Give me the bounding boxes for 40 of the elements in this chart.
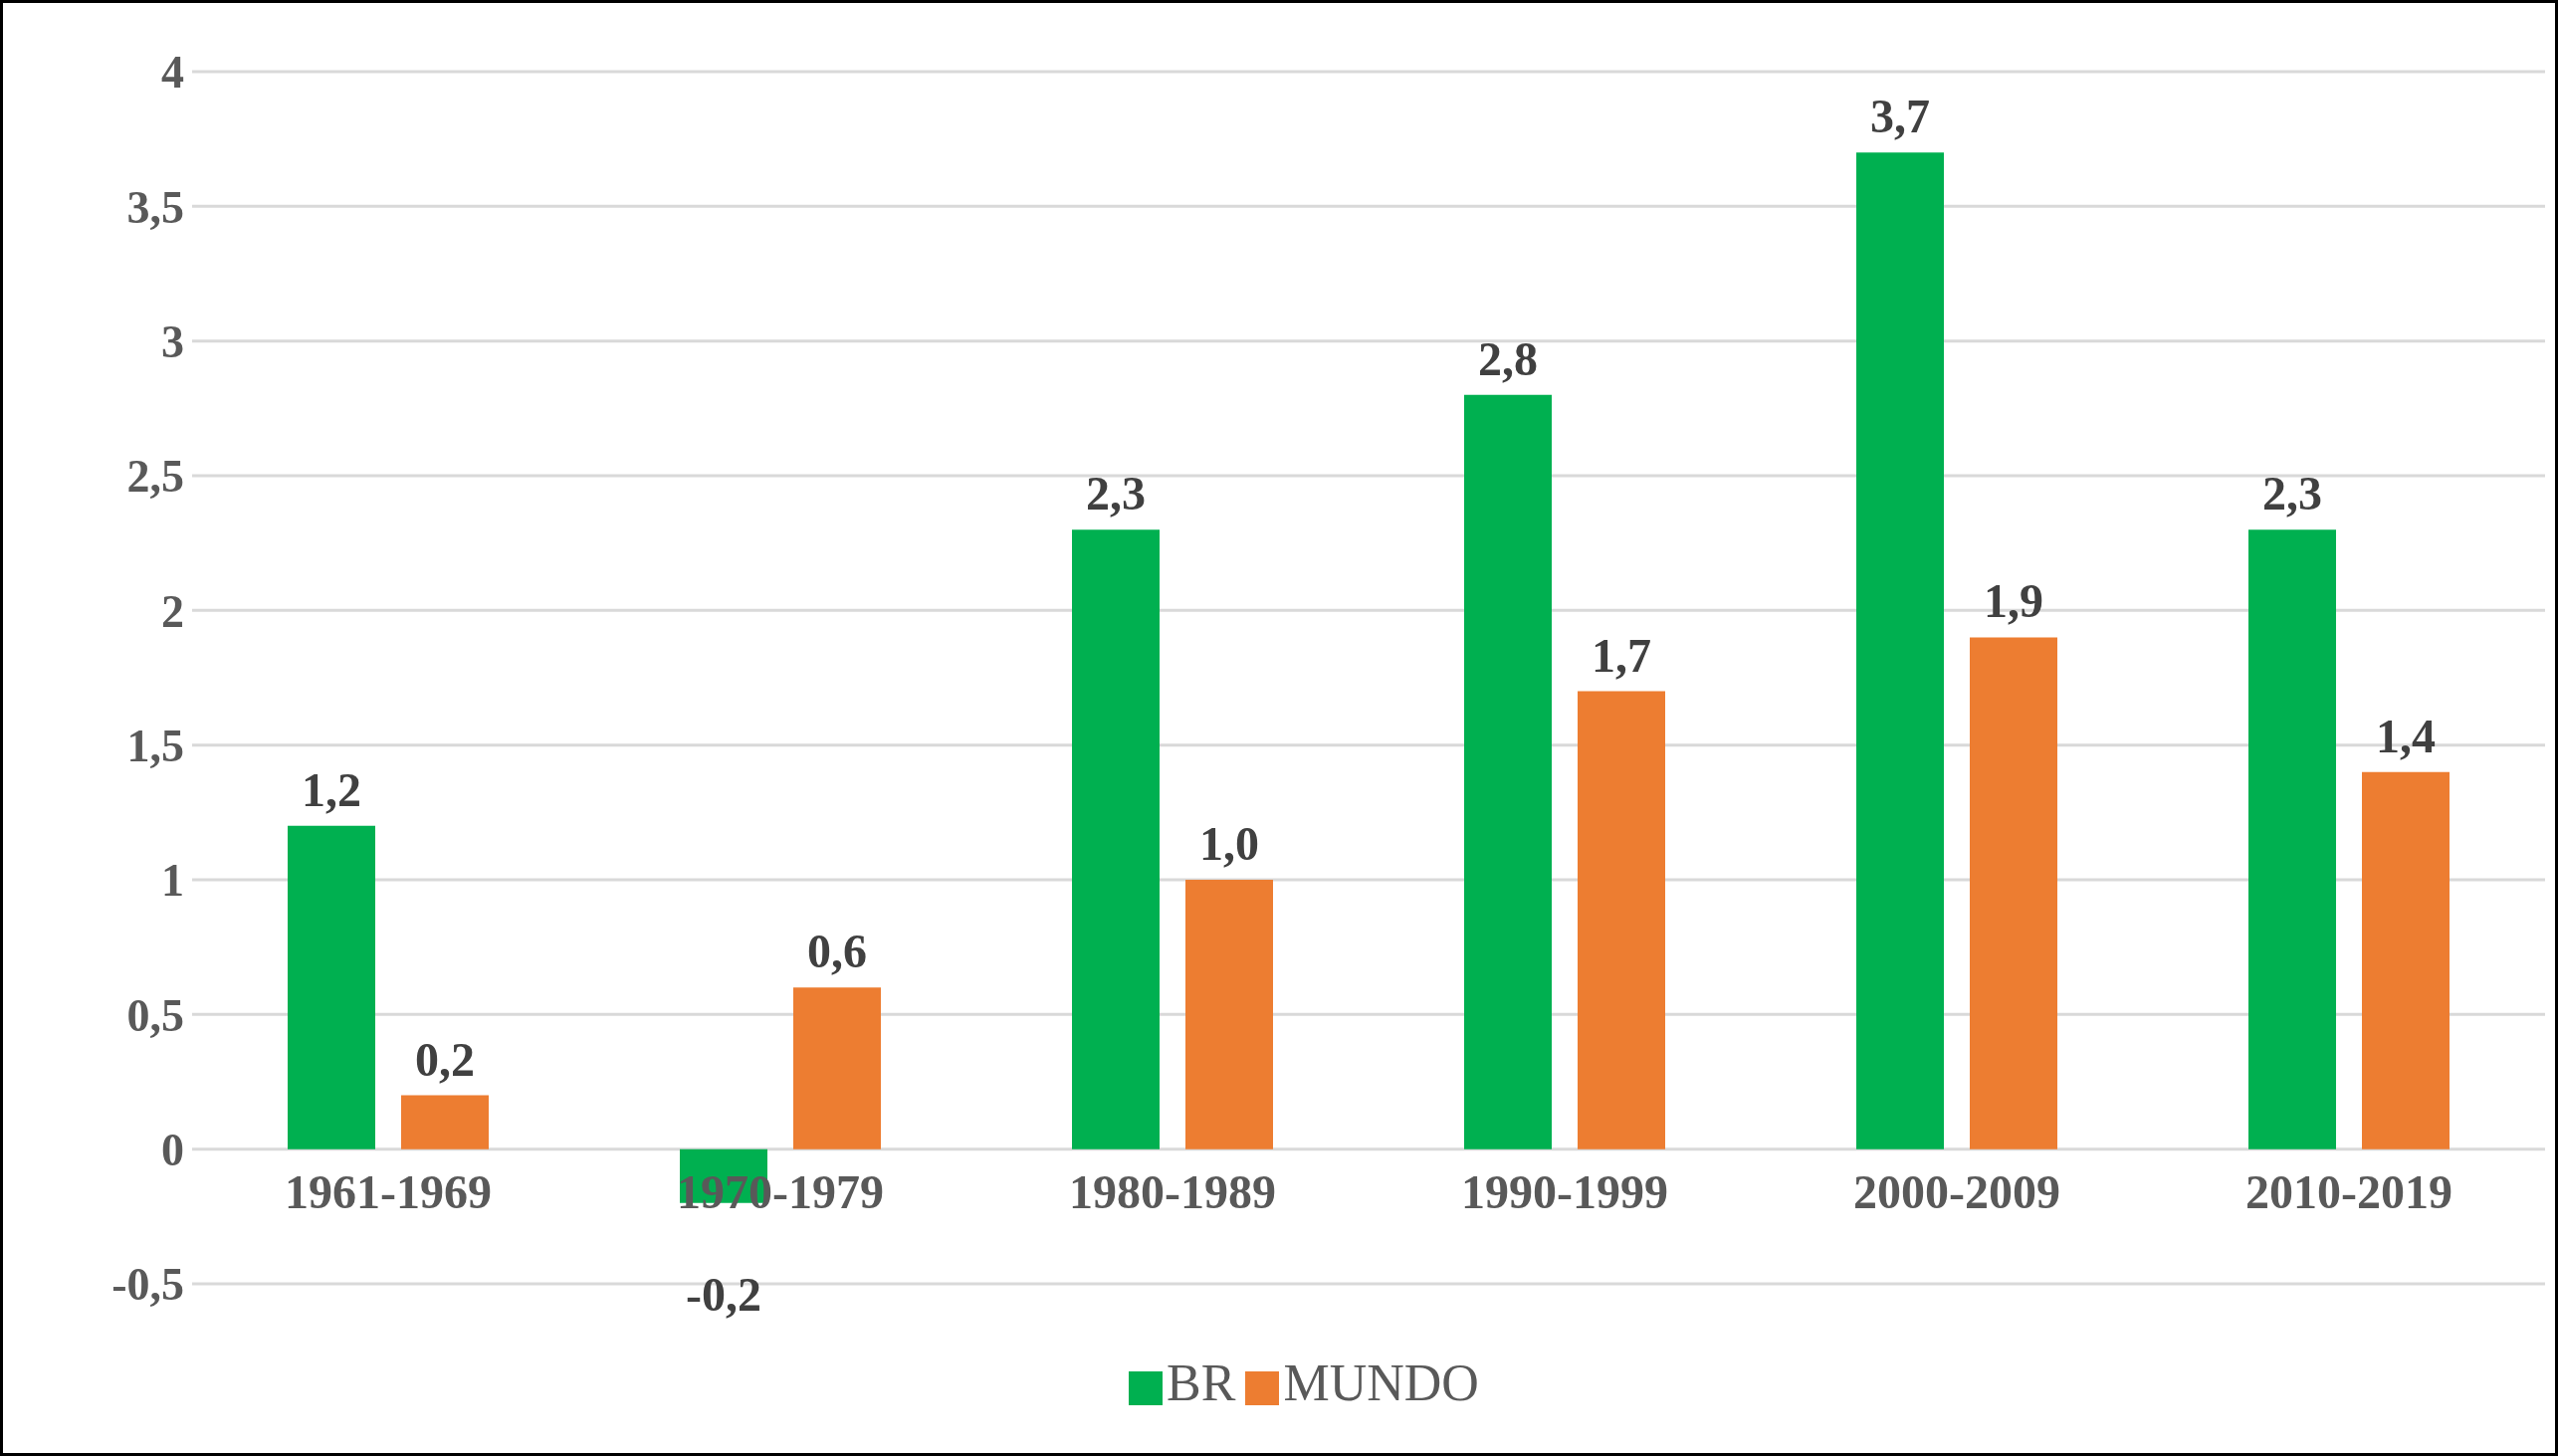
data-label: 1,0 [1199,817,1259,870]
data-label: 2,3 [2262,467,2322,520]
bar [1072,529,1160,1149]
y-tick-label: -0,5 [111,1259,184,1311]
data-label: 2,3 [1086,467,1146,520]
x-tick-label: 1980-1989 [1069,1165,1276,1219]
data-label: 0,6 [807,925,867,978]
bar [1578,691,1665,1149]
data-label: 1,7 [1592,628,1651,682]
bar [1970,637,2057,1149]
y-tick-label: 0 [161,1125,184,1175]
x-tick-label: 2000-2009 [1853,1165,2060,1219]
legend-label: BR [1167,1354,1236,1411]
bar [2362,771,2450,1149]
data-label: -0,2 [686,1268,761,1322]
bar [401,1095,489,1149]
y-tick-label: 2 [161,585,184,637]
data-label: 2,8 [1478,331,1538,385]
bar [1185,880,1273,1149]
x-tick-label: 1961-1969 [285,1165,492,1219]
bar [793,987,881,1149]
x-tick-label: 1990-1999 [1461,1165,1668,1219]
data-label: 0,2 [415,1032,475,1086]
y-tick-label: 0,5 [126,989,184,1041]
data-label: 1,9 [1984,574,2043,628]
y-tick-label: 3 [161,316,184,367]
y-tick-label: 1 [161,855,184,907]
y-tick-label: 4 [161,47,184,99]
y-tick-label: 1,5 [126,721,184,771]
bar [1856,152,1944,1149]
data-label: 3,7 [1870,90,1930,143]
bar [288,825,375,1149]
legend-label: MUNDO [1283,1354,1479,1411]
data-label: 1,4 [2376,709,2436,762]
y-tick-label: 3,5 [126,181,184,233]
data-label: 1,2 [302,762,361,816]
x-tick-label: 2010-2019 [2245,1165,2452,1219]
bar [2248,529,2336,1149]
bar [1464,394,1552,1149]
y-tick-label: 2,5 [126,451,184,503]
